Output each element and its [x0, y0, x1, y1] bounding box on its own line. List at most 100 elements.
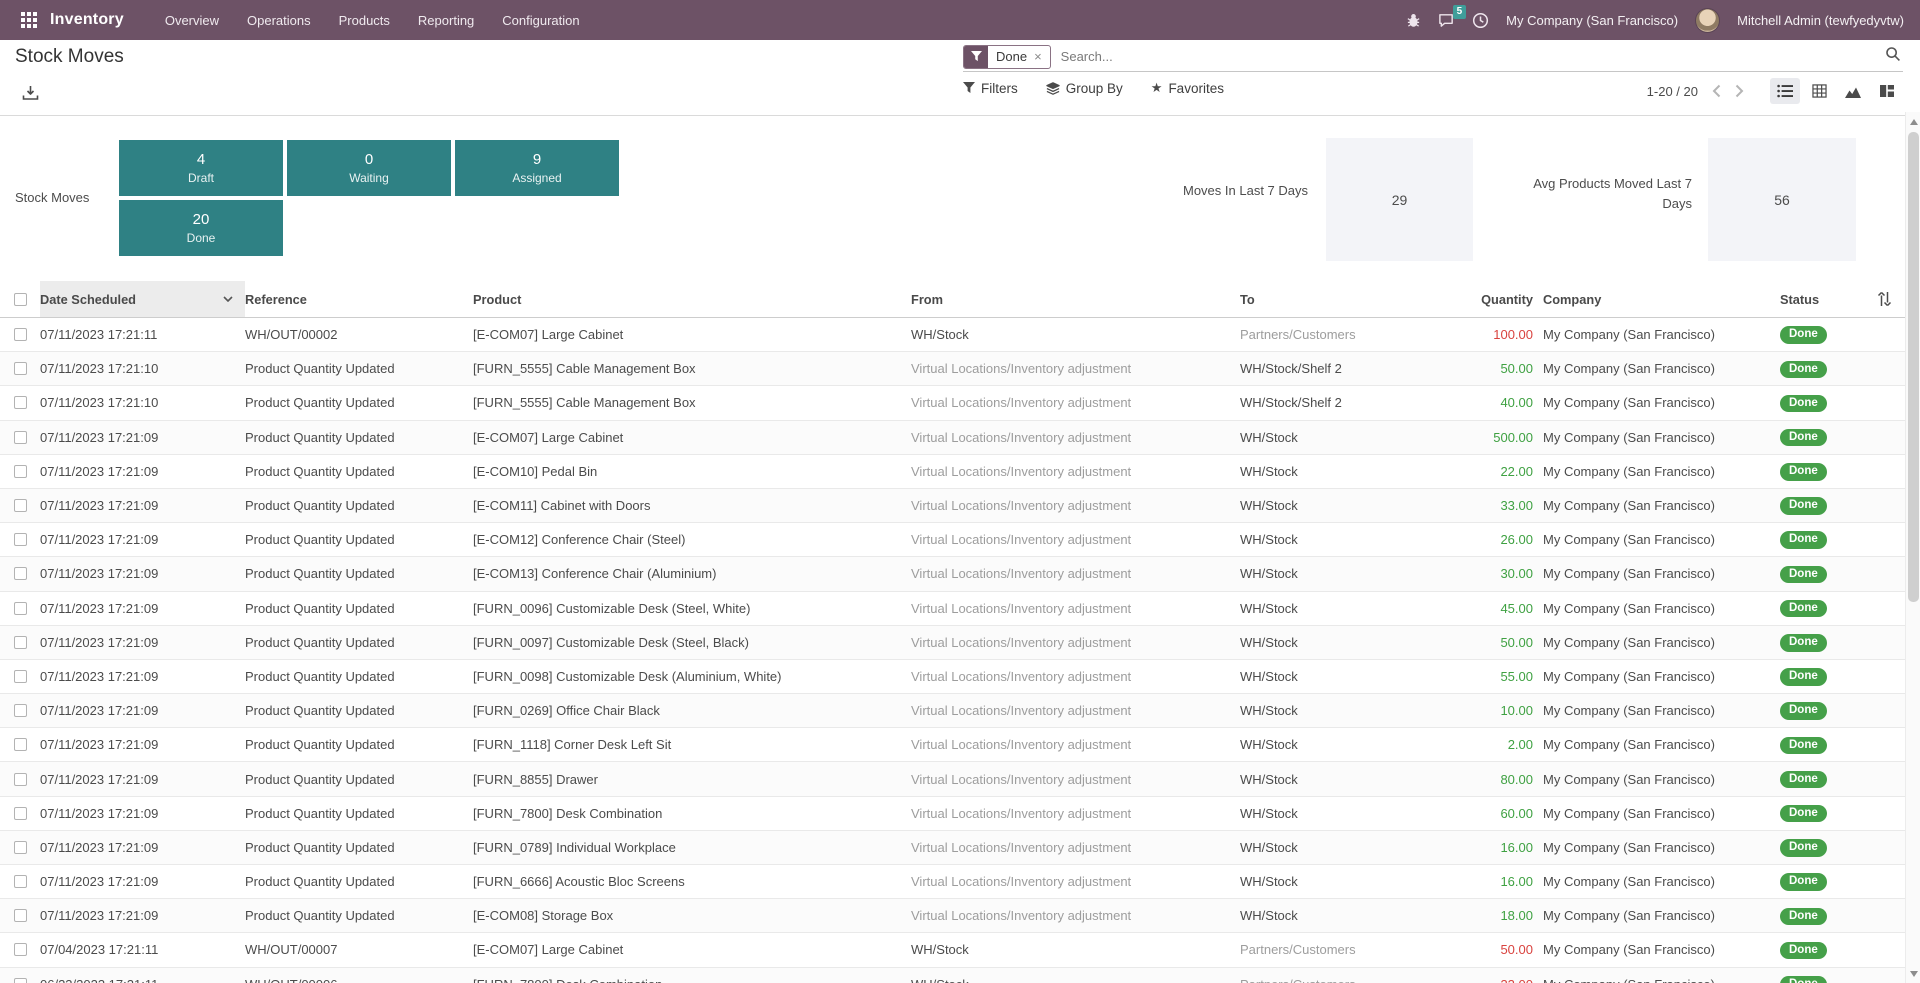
row-checkbox[interactable] [13, 738, 27, 752]
kanban-view-icon[interactable] [1872, 78, 1902, 104]
status-badge: Done [1780, 463, 1827, 481]
card-assigned[interactable]: 9 Assigned [455, 140, 619, 196]
row-checkbox[interactable] [13, 977, 27, 983]
cell-quantity: 45.00 [1500, 600, 1533, 616]
nav-item-products[interactable]: Products [338, 12, 390, 28]
company-switcher[interactable]: My Company (San Francisco) [1506, 12, 1679, 28]
pager-range[interactable]: 1-20 / 20 [1646, 83, 1698, 99]
card-waiting[interactable]: 0 Waiting [287, 140, 451, 196]
row-checkbox[interactable] [13, 362, 27, 376]
cell-reference: WH/OUT/00007 [245, 942, 338, 958]
scroll-up-icon[interactable] [1906, 114, 1920, 129]
table-row[interactable]: 06/23/2023 17:21:11 WH/OUT/00006 [FURN_7… [0, 967, 1920, 983]
favorites-button[interactable]: ★ Favorites [1150, 80, 1224, 96]
row-checkbox[interactable] [13, 499, 27, 513]
graph-view-icon[interactable] [1838, 78, 1868, 104]
cell-to: Partners/Customers [1240, 327, 1356, 343]
column-header-from[interactable]: From [911, 291, 943, 307]
table-row[interactable]: 07/11/2023 17:21:11 WH/OUT/00002 [E-COM0… [0, 318, 1920, 353]
card-draft[interactable]: 4 Draft [119, 140, 283, 196]
nav-item-overview[interactable]: Overview [164, 12, 220, 28]
facet-remove-icon[interactable]: × [1034, 49, 1042, 64]
apps-grid-icon[interactable] [16, 7, 42, 33]
column-header-quantity[interactable]: Quantity [1481, 291, 1533, 307]
row-checkbox[interactable] [13, 875, 27, 889]
column-header-status[interactable]: Status [1780, 291, 1820, 307]
nav-item-configuration[interactable]: Configuration [502, 12, 580, 28]
card-done[interactable]: 20 Done [119, 200, 283, 256]
column-header-company[interactable]: Company [1543, 291, 1602, 307]
table-row[interactable]: 07/11/2023 17:21:09 Product Quantity Upd… [0, 694, 1920, 729]
row-checkbox[interactable] [13, 328, 27, 342]
export-icon[interactable] [22, 85, 39, 106]
pager-previous-icon[interactable] [1710, 84, 1723, 98]
column-header-to[interactable]: To [1240, 291, 1255, 307]
vertical-scrollbar[interactable] [1905, 112, 1920, 983]
table-row[interactable]: 07/11/2023 17:21:09 Product Quantity Upd… [0, 625, 1920, 660]
table-row[interactable]: 07/11/2023 17:21:09 Product Quantity Upd… [0, 899, 1920, 934]
row-checkbox[interactable] [13, 601, 27, 615]
table-row[interactable]: 07/11/2023 17:21:10 Product Quantity Upd… [0, 352, 1920, 387]
row-checkbox[interactable] [13, 909, 27, 923]
scroll-down-icon[interactable] [1906, 966, 1920, 981]
stat-value-moves-last-7-days[interactable]: 29 [1326, 138, 1473, 261]
row-checkbox[interactable] [13, 396, 27, 410]
cell-quantity: 16.00 [1500, 874, 1533, 890]
cell-date-scheduled: 07/11/2023 17:21:09 [40, 874, 159, 890]
table-row[interactable]: 07/11/2023 17:21:09 Product Quantity Upd… [0, 488, 1920, 524]
stat-value-avg-products-moved[interactable]: 56 [1708, 138, 1856, 261]
row-checkbox[interactable] [13, 943, 27, 957]
filters-button[interactable]: Filters [963, 81, 1018, 96]
pager-next-icon[interactable] [1733, 84, 1746, 98]
row-checkbox[interactable] [13, 704, 27, 718]
table-row[interactable]: 07/11/2023 17:21:09 Product Quantity Upd… [0, 420, 1920, 455]
app-brand[interactable]: Inventory [50, 11, 124, 28]
messages-icon[interactable]: 5 [1438, 5, 1467, 28]
row-checkbox[interactable] [13, 840, 27, 854]
table-row[interactable]: 07/11/2023 17:21:09 Product Quantity Upd… [0, 728, 1920, 763]
row-checkbox[interactable] [13, 635, 27, 649]
row-checkbox[interactable] [13, 430, 27, 444]
table-row[interactable]: 07/11/2023 17:21:09 Product Quantity Upd… [0, 660, 1920, 695]
cell-to: WH/Stock [1240, 805, 1298, 821]
cell-product: [FURN_0097] Customizable Desk (Steel, Bl… [473, 634, 749, 650]
search-toolbar: Filters Group By ★ Favorites [963, 80, 1224, 96]
scrollbar-thumb[interactable] [1908, 132, 1919, 602]
table-row[interactable]: 07/11/2023 17:21:09 Product Quantity Upd… [0, 557, 1920, 592]
column-header-reference[interactable]: Reference [245, 291, 307, 307]
search-input[interactable]: Search... [1060, 49, 1113, 64]
table-row[interactable]: 07/11/2023 17:21:10 Product Quantity Upd… [0, 386, 1920, 421]
nav-item-reporting[interactable]: Reporting [417, 12, 475, 28]
cell-from: Virtual Locations/Inventory adjustment [911, 839, 1132, 855]
group-by-button[interactable]: Group By [1046, 81, 1123, 96]
table-row[interactable]: 07/11/2023 17:21:09 Product Quantity Upd… [0, 797, 1920, 831]
nav-item-operations[interactable]: Operations [247, 12, 311, 28]
search-bar[interactable]: Done × Search... [963, 42, 1903, 72]
table-row[interactable]: 07/04/2023 17:21:11 WH/OUT/00007 [E-COM0… [0, 933, 1920, 968]
pivot-view-icon[interactable] [1804, 78, 1834, 104]
table-row[interactable]: 07/11/2023 17:21:09 Product Quantity Upd… [0, 592, 1920, 626]
row-checkbox[interactable] [13, 567, 27, 581]
cell-date-scheduled: 07/11/2023 17:21:09 [40, 634, 159, 650]
optional-columns-icon[interactable] [1877, 291, 1892, 312]
search-icon[interactable] [1885, 46, 1901, 67]
select-all-checkbox[interactable] [13, 292, 27, 306]
bug-icon[interactable] [1406, 13, 1421, 28]
column-header-product[interactable]: Product [473, 291, 522, 307]
activities-clock-icon[interactable] [1472, 12, 1489, 29]
user-avatar[interactable] [1695, 7, 1721, 33]
cell-from: WH/Stock [911, 942, 969, 958]
row-checkbox[interactable] [13, 464, 27, 478]
column-header-date-scheduled[interactable]: Date Scheduled [40, 281, 245, 317]
table-row[interactable]: 07/11/2023 17:21:09 Product Quantity Upd… [0, 762, 1920, 797]
user-menu[interactable]: Mitchell Admin (tewfyedyvtw) [1737, 12, 1904, 28]
list-view-icon[interactable] [1770, 78, 1800, 104]
table-row[interactable]: 07/11/2023 17:21:09 Product Quantity Upd… [0, 523, 1920, 558]
table-row[interactable]: 07/11/2023 17:21:09 Product Quantity Upd… [0, 830, 1920, 865]
table-row[interactable]: 07/11/2023 17:21:09 Product Quantity Upd… [0, 455, 1920, 489]
row-checkbox[interactable] [13, 772, 27, 786]
row-checkbox[interactable] [13, 669, 27, 683]
row-checkbox[interactable] [13, 806, 27, 820]
table-row[interactable]: 07/11/2023 17:21:09 Product Quantity Upd… [0, 865, 1920, 900]
row-checkbox[interactable] [13, 533, 27, 547]
